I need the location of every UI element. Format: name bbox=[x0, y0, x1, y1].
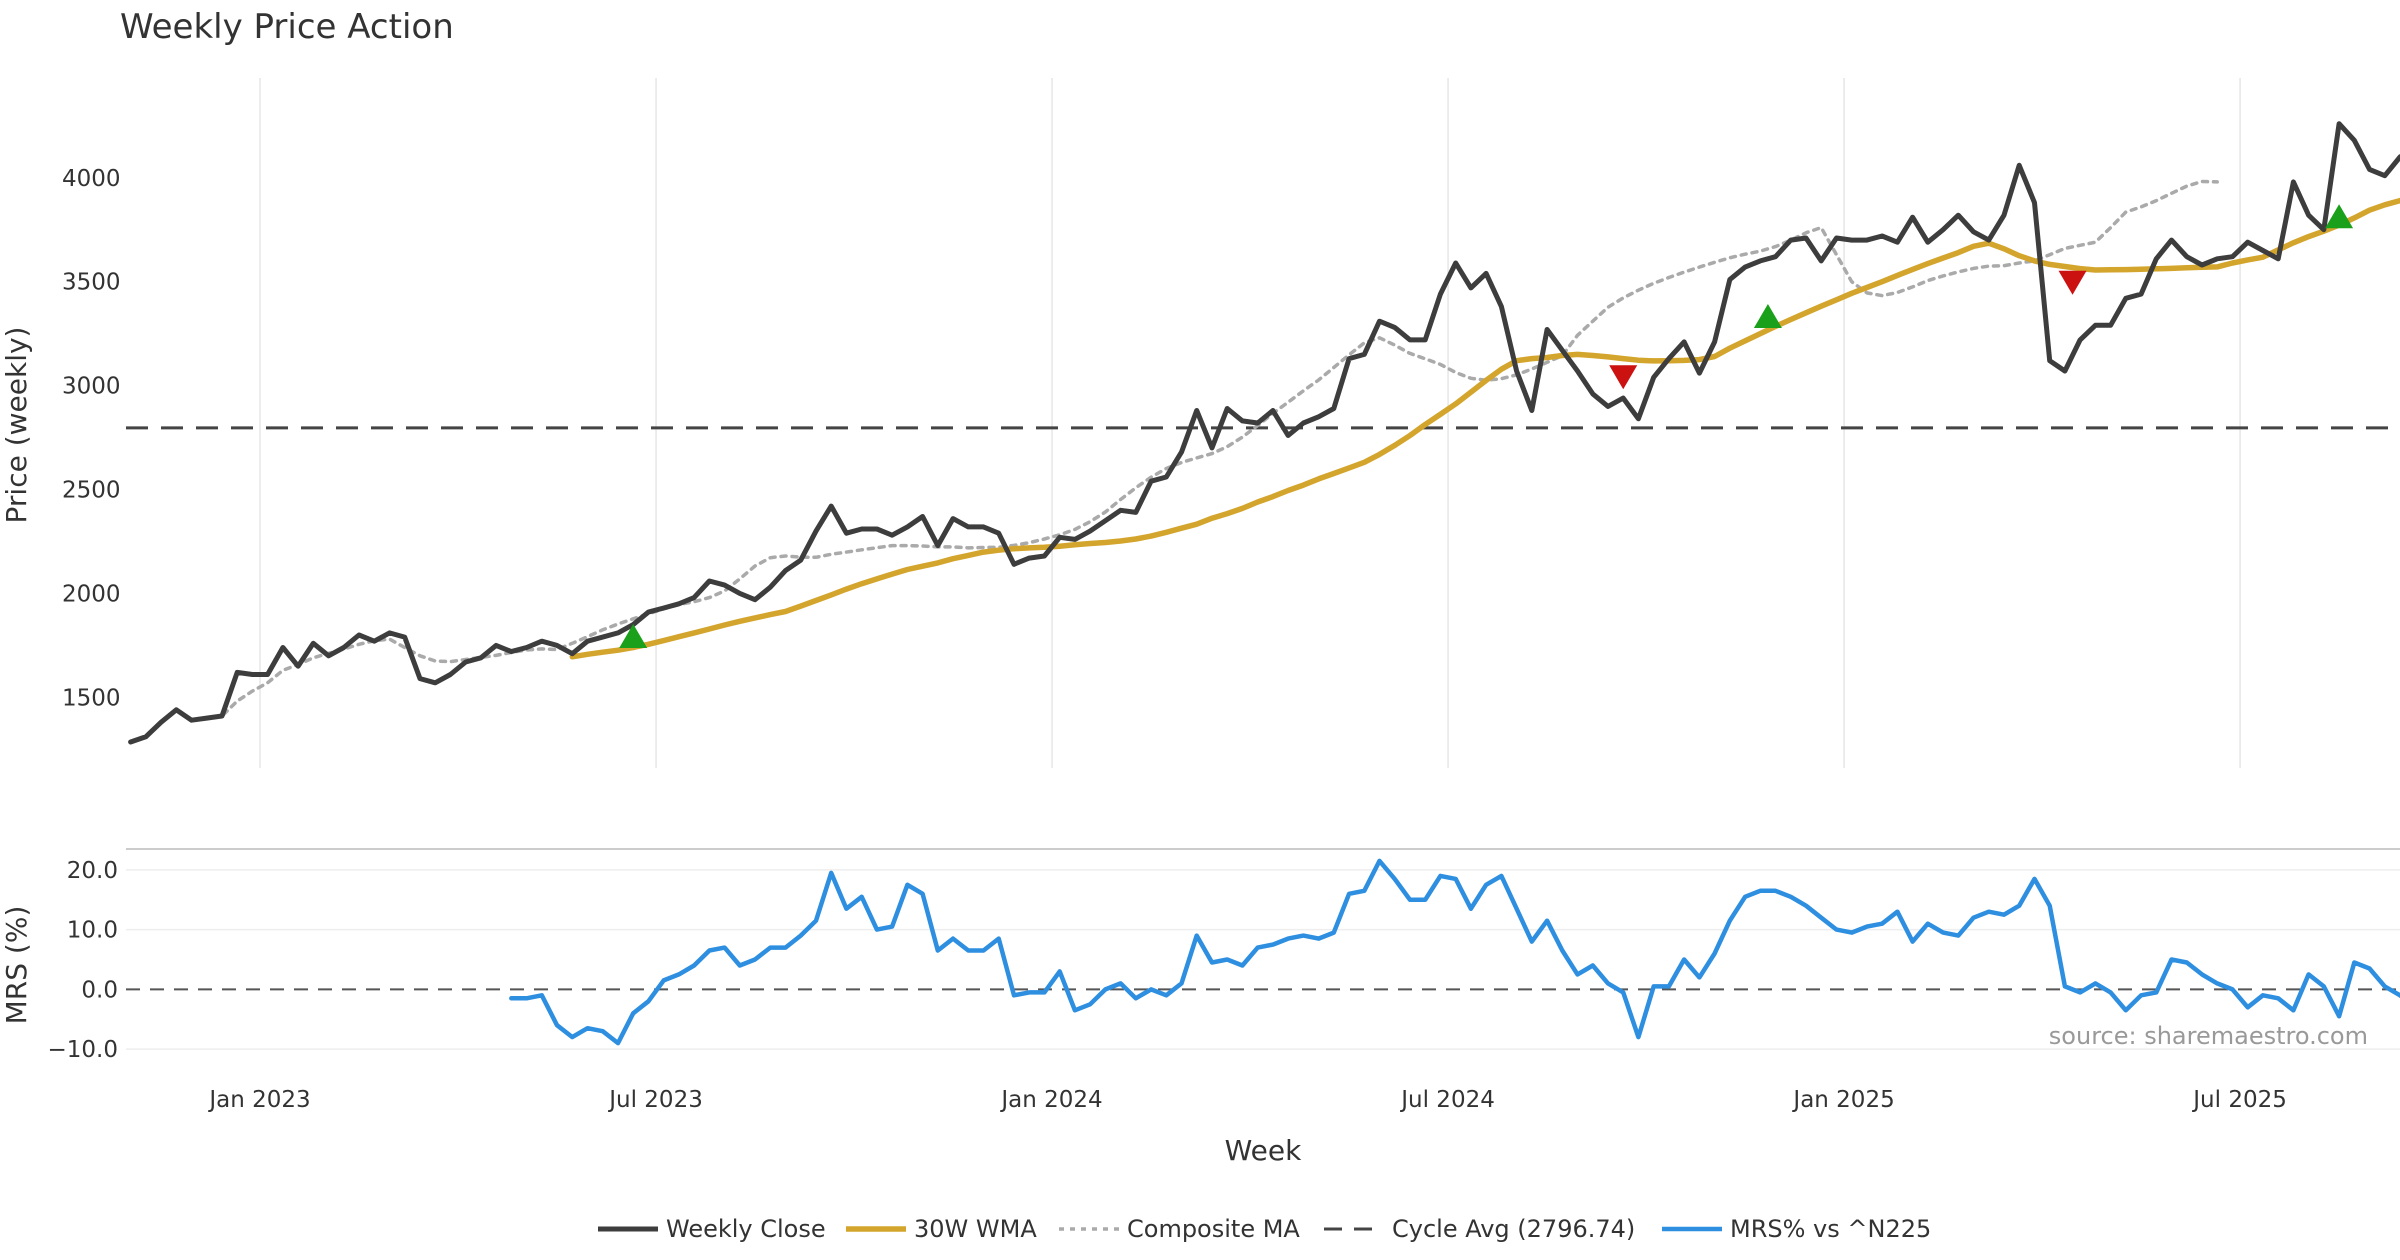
chart-title: Weekly Price Action bbox=[120, 7, 454, 47]
legend: Weekly Close 30W WMA Composite MA Cycle Avg… bbox=[598, 1215, 1931, 1243]
price-y-axis: 1500 2000 2500 3000 3500 4000 bbox=[62, 166, 121, 712]
price-series bbox=[128, 121, 2400, 745]
legend-label-composite-ma: Composite MA bbox=[1127, 1215, 1300, 1243]
price-y-axis-label: Price (weekly) bbox=[0, 327, 33, 524]
mrs-y-tick-label: 20.0 bbox=[67, 858, 118, 884]
x-axis-label: Week bbox=[1225, 1134, 1302, 1167]
price-y-tick-label: 3000 bbox=[62, 374, 121, 400]
price-gridlines bbox=[259, 78, 2241, 768]
x-tick-label: Jul 2025 bbox=[2191, 1087, 2287, 1113]
price-y-tick-label: 3500 bbox=[62, 270, 121, 296]
price-y-tick-label: 4000 bbox=[62, 166, 121, 192]
x-tick-label: Jan 2023 bbox=[207, 1087, 310, 1113]
buy-signal-marker bbox=[1753, 303, 1782, 328]
price-y-tick-label: 2000 bbox=[62, 581, 121, 607]
legend-label-mrs-vs-n225: MRS% vs ^N225 bbox=[1730, 1215, 1931, 1243]
mrs-gridlines bbox=[126, 869, 2400, 1050]
x-tick-label: Jul 2023 bbox=[607, 1087, 703, 1113]
mrs-y-axis: −10.0 0.0 10.0 20.0 bbox=[48, 858, 118, 1063]
composite-ma-line bbox=[189, 179, 2219, 722]
mrs-y-axis-label: MRS (%) bbox=[0, 906, 33, 1025]
legend-label-cycle-avg-2796-74: Cycle Avg (2796.74) bbox=[1392, 1215, 1635, 1243]
mrs-y-tick-label: −10.0 bbox=[48, 1037, 118, 1063]
mrs-series bbox=[509, 858, 2400, 1046]
mrs-y-tick-label: 0.0 bbox=[81, 977, 118, 1003]
legend-label-weekly-close: Weekly Close bbox=[666, 1215, 826, 1243]
buy-signal-marker bbox=[2325, 204, 2354, 229]
source-annotation: source: sharemaestro.com bbox=[2049, 1022, 2368, 1050]
buy-signal-marker bbox=[619, 624, 648, 649]
30w-wma-line bbox=[569, 197, 2400, 660]
sell-signal-marker bbox=[1609, 365, 1638, 390]
price-y-tick-label: 1500 bbox=[62, 685, 121, 711]
sell-signal-marker bbox=[2058, 270, 2087, 295]
weekly-close-line bbox=[128, 121, 2400, 745]
price-y-tick-label: 2500 bbox=[62, 478, 121, 504]
x-tick-label: Jan 2024 bbox=[999, 1087, 1102, 1113]
legend-label-30w-wma: 30W WMA bbox=[914, 1215, 1037, 1243]
signal-markers bbox=[619, 204, 2354, 649]
x-tick-label: Jul 2024 bbox=[1399, 1087, 1495, 1113]
mrs-y-tick-label: 10.0 bbox=[67, 918, 118, 944]
x-axis: Jan 2023 Jul 2023 Jan 2024 Jul 2024 Jan 2025… bbox=[207, 1087, 2287, 1113]
mrs-line bbox=[509, 858, 2400, 1046]
x-tick-label: Jan 2025 bbox=[1791, 1087, 1894, 1113]
